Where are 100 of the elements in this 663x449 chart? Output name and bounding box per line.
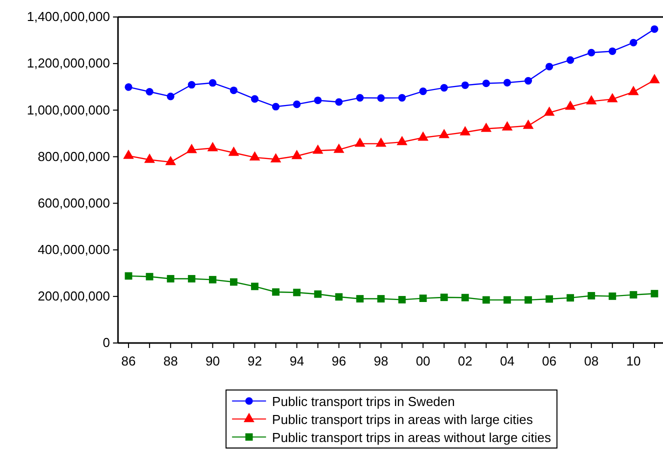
y-tick-label: 1,200,000,000 — [26, 56, 110, 71]
x-tick-label: 08 — [584, 353, 599, 368]
x-tick-label: 94 — [290, 353, 304, 368]
point — [398, 296, 406, 304]
point — [586, 95, 597, 104]
point — [272, 102, 280, 110]
point — [146, 272, 154, 280]
point — [188, 275, 196, 282]
point — [504, 296, 511, 304]
x-tick-label: 02 — [458, 353, 472, 368]
y-tick-label: 200,000,000 — [38, 288, 110, 304]
point — [461, 294, 469, 302]
point — [123, 150, 134, 159]
point — [270, 153, 282, 162]
y-tick-label: 1,400,000,000 — [26, 9, 110, 24]
point — [546, 295, 553, 303]
point — [356, 94, 364, 102]
x-tick-label: 92 — [248, 353, 262, 368]
point — [207, 142, 218, 152]
point — [335, 98, 343, 106]
y-tick-label: 0 — [102, 335, 110, 350]
point — [608, 47, 616, 56]
point — [293, 100, 301, 108]
point — [544, 106, 555, 116]
point — [649, 74, 660, 84]
point — [291, 150, 302, 160]
point — [440, 84, 448, 92]
x-tick-label: 88 — [163, 353, 178, 368]
point — [165, 156, 176, 166]
point — [482, 296, 490, 304]
point — [144, 154, 155, 163]
point — [228, 146, 240, 156]
point — [377, 94, 385, 102]
point — [502, 121, 513, 130]
point — [249, 151, 260, 161]
x-tick-label: 00 — [416, 353, 430, 368]
point — [460, 126, 471, 136]
point — [418, 131, 428, 141]
point — [314, 290, 322, 298]
x-tick-label: 06 — [542, 353, 557, 368]
y-tick-label: 400,000,000 — [38, 242, 110, 258]
point — [124, 272, 132, 280]
point — [607, 92, 618, 102]
point — [524, 296, 532, 304]
legend-label: Public transport trips in areas with large cities — [272, 412, 534, 427]
point — [524, 77, 532, 85]
point — [564, 100, 576, 110]
point — [124, 83, 132, 91]
point — [566, 294, 574, 302]
point — [166, 275, 174, 282]
point — [314, 96, 322, 104]
point — [461, 81, 469, 90]
y-tick-label: 600,000,000 — [38, 195, 110, 210]
point — [398, 94, 406, 102]
point — [146, 88, 154, 96]
point — [608, 292, 616, 300]
point — [419, 294, 427, 302]
point — [482, 80, 490, 88]
point — [419, 88, 427, 96]
legend-label: Public transport trips in Sweden — [272, 394, 455, 409]
x-tick-label: 90 — [205, 353, 220, 368]
point — [312, 144, 324, 154]
point — [230, 86, 238, 94]
point — [440, 294, 448, 302]
point — [650, 25, 658, 33]
x-tick-label: 04 — [500, 353, 514, 368]
point — [630, 38, 638, 46]
point — [630, 291, 638, 299]
point — [588, 48, 596, 56]
point — [335, 293, 343, 301]
point — [334, 144, 344, 153]
point — [293, 288, 301, 296]
point — [166, 92, 174, 100]
y-tick-label: 800,000,000 — [38, 148, 110, 164]
point — [628, 86, 639, 96]
point — [208, 276, 216, 284]
point — [566, 56, 574, 64]
point — [650, 290, 658, 298]
x-tick-label: 98 — [374, 353, 388, 368]
point — [188, 80, 196, 89]
x-tick-label: 10 — [626, 353, 641, 368]
point — [251, 282, 258, 290]
point — [480, 122, 492, 132]
point — [356, 295, 364, 302]
point — [186, 144, 198, 154]
x-tick-label: 96 — [332, 353, 346, 368]
point — [354, 137, 366, 147]
point — [376, 137, 386, 147]
point — [250, 95, 259, 103]
legend-label: Public transport trips in areas without large cities — [272, 430, 552, 445]
point — [377, 295, 385, 302]
point — [230, 278, 238, 286]
point — [522, 120, 534, 129]
point — [438, 128, 450, 138]
point — [546, 62, 554, 70]
point — [208, 79, 216, 87]
y-tick-label: 1,000,000,000 — [26, 102, 110, 118]
point — [503, 78, 511, 86]
point — [588, 292, 596, 300]
x-tick-label: 86 — [121, 353, 136, 368]
